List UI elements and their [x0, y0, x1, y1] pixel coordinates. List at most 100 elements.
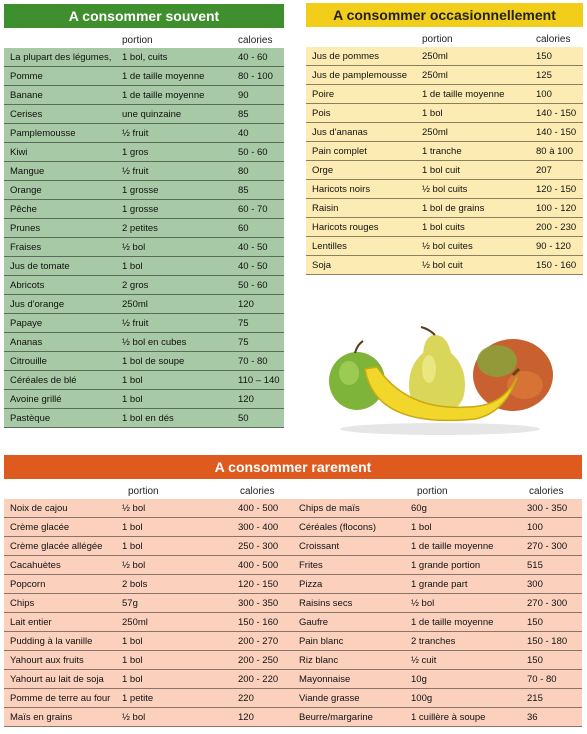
rarement-col-calories-left: calories [240, 486, 275, 497]
occasionnellement-col-portion: portion [422, 34, 453, 45]
table-row: Yahourt aux fruits 1 bol 200 - 250 [4, 651, 293, 670]
portion-value: 1 de taille moyenne [122, 70, 205, 82]
calories-value: 40 [238, 127, 249, 139]
table-row: Abricots 2 gros 50 - 60 [4, 276, 284, 295]
table-row: Poire 1 de taille moyenne 100 [306, 85, 583, 104]
food-name: Ananas [10, 336, 43, 348]
food-name: Lait entier [10, 616, 52, 628]
food-name: Lentilles [312, 240, 347, 252]
portion-value: 2 gros [122, 279, 149, 291]
portion-value: ½ bol en cubes [122, 336, 187, 348]
table-row: Gaufre 1 de taille moyenne 150 [293, 613, 582, 632]
food-name: Céréales de blé [10, 374, 77, 386]
food-name: Banane [10, 89, 43, 101]
food-name: Pain blanc [299, 635, 344, 647]
occasionnellement-table: Jus de pommes 250ml 150 Jus de pamplemousse… [306, 47, 583, 275]
rarement-col-portion-left: portion [128, 486, 159, 497]
portion-value: 1 bol [411, 521, 432, 533]
rarement-right-column: Chips de maïs 60g 300 - 350 Céréales (floco… [293, 499, 582, 727]
food-name: Prunes [10, 222, 41, 234]
food-name: Crème glacée allégée [10, 540, 103, 552]
food-name: Frites [299, 559, 323, 571]
table-row: Céréales de blé 1 bol 110 – 140 [4, 371, 284, 390]
food-name: Avoine grillé [10, 393, 62, 405]
table-row: Jus d'orange 250ml 120 [4, 295, 284, 314]
calories-value: 50 [238, 412, 249, 424]
portion-value: 2 petites [122, 222, 158, 234]
calories-value: 75 [238, 317, 249, 329]
calories-value: 40 - 50 [238, 241, 268, 253]
rarement-col-portion-right: portion [417, 486, 448, 497]
table-row: Papaye ½ fruit 75 [4, 314, 284, 333]
portion-value: 1 bol en dés [122, 412, 174, 424]
portion-value: ½ fruit [122, 127, 149, 139]
table-row: Pastèque 1 bol en dés 50 [4, 409, 284, 428]
food-name: Pomme de terre au four [10, 692, 111, 704]
table-row: Pêche 1 grosse 60 - 70 [4, 200, 284, 219]
food-name: Riz blanc [299, 654, 339, 666]
calories-value: 60 - 70 [238, 203, 268, 215]
food-name: Pois [312, 107, 331, 119]
portion-value: 1 bol [122, 540, 143, 552]
calories-value: 207 [536, 164, 552, 176]
calories-value: 300 - 400 [238, 521, 279, 533]
table-row: Popcorn 2 bols 120 - 150 [4, 575, 293, 594]
souvent-panel: A consommer souvent portion calories La … [4, 4, 284, 428]
portion-value: 1 bol [122, 654, 143, 666]
calories-value: 140 - 150 [536, 107, 577, 119]
portion-value: 1 de taille moyenne [411, 616, 494, 628]
table-row: Mangue ½ fruit 80 [4, 162, 284, 181]
portion-value: une quinzaine [122, 108, 182, 120]
portion-value: ½ bol [122, 502, 146, 514]
food-name: Haricots noirs [312, 183, 371, 195]
calories-value: 515 [527, 559, 543, 571]
calories-value: 220 [238, 692, 254, 704]
portion-value: 57g [122, 597, 138, 609]
table-row: Riz blanc ½ cuit 150 [293, 651, 582, 670]
portion-value: 1 cuillère à soupe [411, 711, 486, 723]
table-row: Cerises une quinzaine 85 [4, 105, 284, 124]
food-name: Maïs en grains [10, 711, 73, 723]
portion-value: 100g [411, 692, 433, 704]
portion-value: ½ bol [122, 711, 146, 723]
calories-value: 40 - 50 [238, 260, 268, 272]
table-row: Soja ½ bol cuit 150 - 160 [306, 256, 583, 275]
banana-icon [364, 366, 521, 422]
calories-value: 200 - 270 [238, 635, 279, 647]
portion-value: ½ bol [411, 597, 435, 609]
portion-value: 250ml [422, 69, 448, 81]
portion-value: 1 bol de grains [422, 202, 485, 214]
calories-value: 150 - 180 [527, 635, 568, 647]
portion-value: ½ fruit [122, 317, 149, 329]
portion-value: ½ fruit [122, 165, 149, 177]
table-row: Pomme 1 de taille moyenne 80 - 100 [4, 67, 284, 86]
portion-value: ½ bol [122, 241, 146, 253]
portion-value: 1 gros [122, 146, 149, 158]
calories-value: 60 [238, 222, 249, 234]
calories-value: 120 [238, 393, 254, 405]
calories-value: 80 [238, 165, 249, 177]
portion-value: 2 tranches [411, 635, 456, 647]
rarement-title: A consommer rarement [4, 455, 582, 479]
food-name: Viande grasse [299, 692, 360, 704]
table-row: Maïs en grains ½ bol 120 [4, 708, 293, 727]
calories-value: 120 - 150 [536, 183, 577, 195]
calories-value: 85 [238, 108, 249, 120]
table-row: Chips de maïs 60g 300 - 350 [293, 499, 582, 518]
portion-value: 1 bol [122, 374, 143, 386]
food-name: Soja [312, 259, 332, 271]
portion-value: 1 bol [422, 107, 443, 119]
calories-value: 120 [238, 711, 254, 723]
portion-value: 1 bol [122, 393, 143, 405]
calories-value: 70 - 80 [527, 673, 557, 685]
food-name: Jus de pommes [312, 50, 380, 62]
portion-value: 1 bol cuit [422, 164, 461, 176]
food-name: Papaye [10, 317, 43, 329]
food-name: Jus d'orange [10, 298, 65, 310]
table-row: Beurre/margarine 1 cuillère à soupe 36 [293, 708, 582, 727]
table-row: Raisins secs ½ bol 270 - 300 [293, 594, 582, 613]
table-row: Ananas ½ bol en cubes 75 [4, 333, 284, 352]
food-name: Haricots rouges [312, 221, 379, 233]
table-row: Crème glacée 1 bol 300 - 400 [4, 518, 293, 537]
calories-value: 90 [238, 89, 249, 101]
